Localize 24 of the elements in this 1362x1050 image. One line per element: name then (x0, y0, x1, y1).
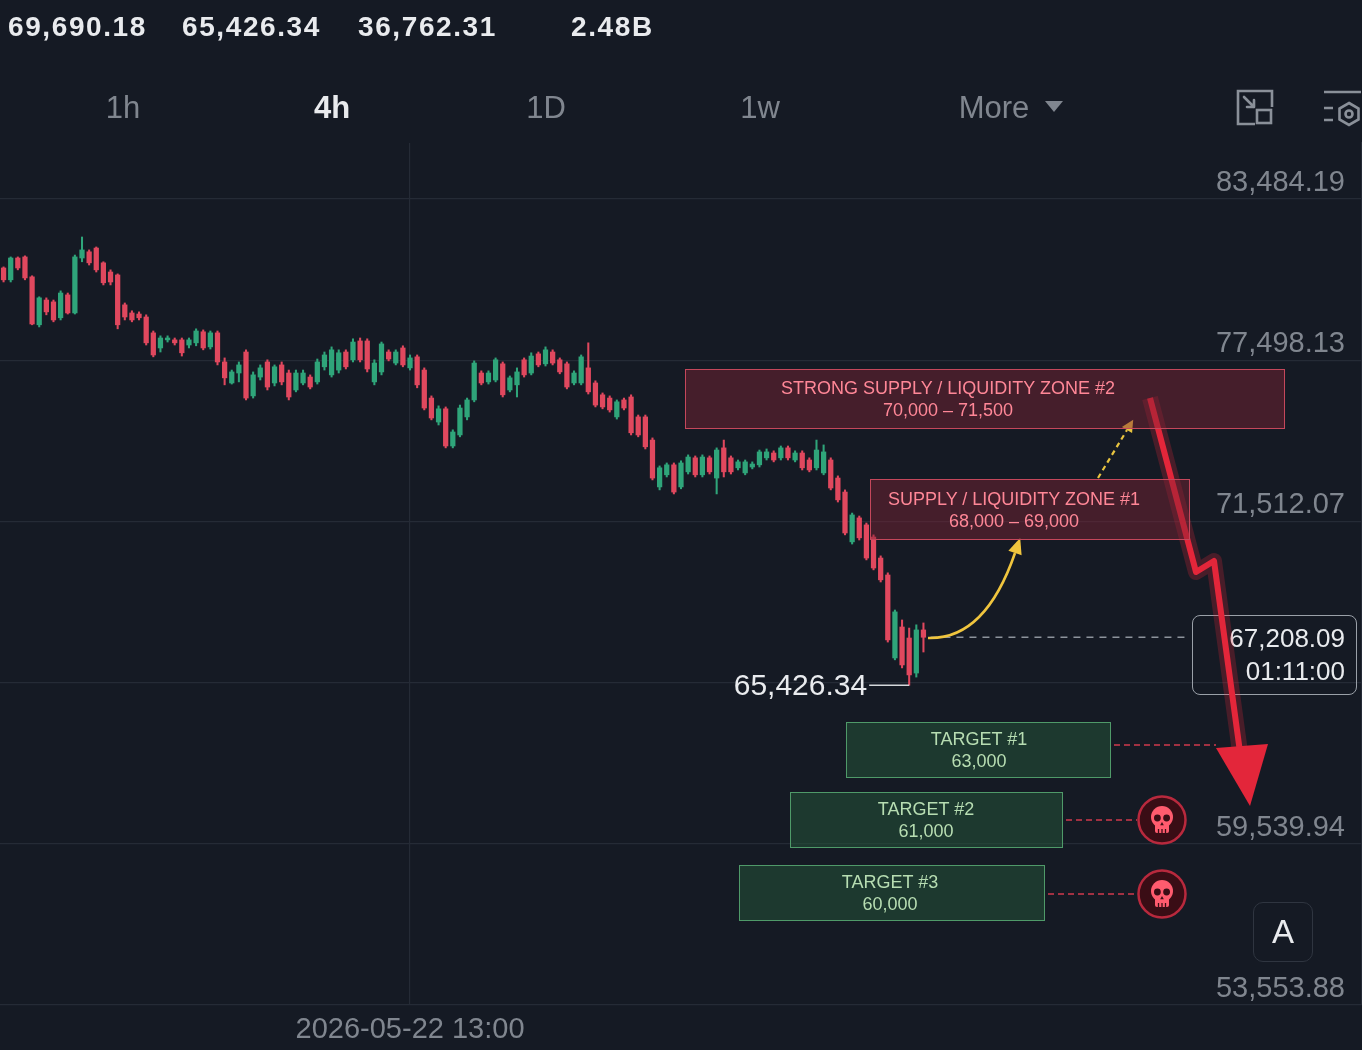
x-tick-label: 2026-05-22 13:00 (295, 1012, 525, 1045)
y-tick-label: 59,539.94 (1215, 809, 1345, 842)
annotation: 65,426.34 (733, 667, 868, 701)
text: 2.48B (571, 10, 654, 44)
annotation: STRONG SUPPLY / LIQUIDITY ZONE #2 70,000 – 71,500 (780, 377, 1116, 421)
text: 1D (526, 90, 566, 126)
text: 65,426.34 (182, 10, 321, 44)
annotation: TARGET #2 61,000 (877, 798, 975, 842)
annotation: TARGET #1 63,000 (930, 728, 1028, 772)
annotation: 01:11:00 (1245, 656, 1345, 687)
y-tick-label: 83,484.19 (1215, 164, 1345, 197)
y-tick-label: 71,512.07 (1215, 487, 1345, 520)
text: 4h (313, 90, 351, 126)
y-tick-label: 53,553.88 (1215, 971, 1345, 1003)
text: 1h (105, 90, 141, 126)
text: 1w (740, 90, 780, 126)
annotation: A (1271, 912, 1295, 951)
annotation: TARGET #3 60,000 (841, 871, 939, 915)
y-tick-label: 77,498.13 (1215, 326, 1345, 359)
ref-line-label: 67,208.09 (1229, 623, 1345, 654)
text: More (958, 90, 1030, 126)
text: 69,690.18 (8, 10, 147, 44)
text: 36,762.31 (358, 10, 497, 44)
annotation: SUPPLY / LIQUIDITY ZONE #1 68,000 – 69,000 (887, 487, 1141, 532)
